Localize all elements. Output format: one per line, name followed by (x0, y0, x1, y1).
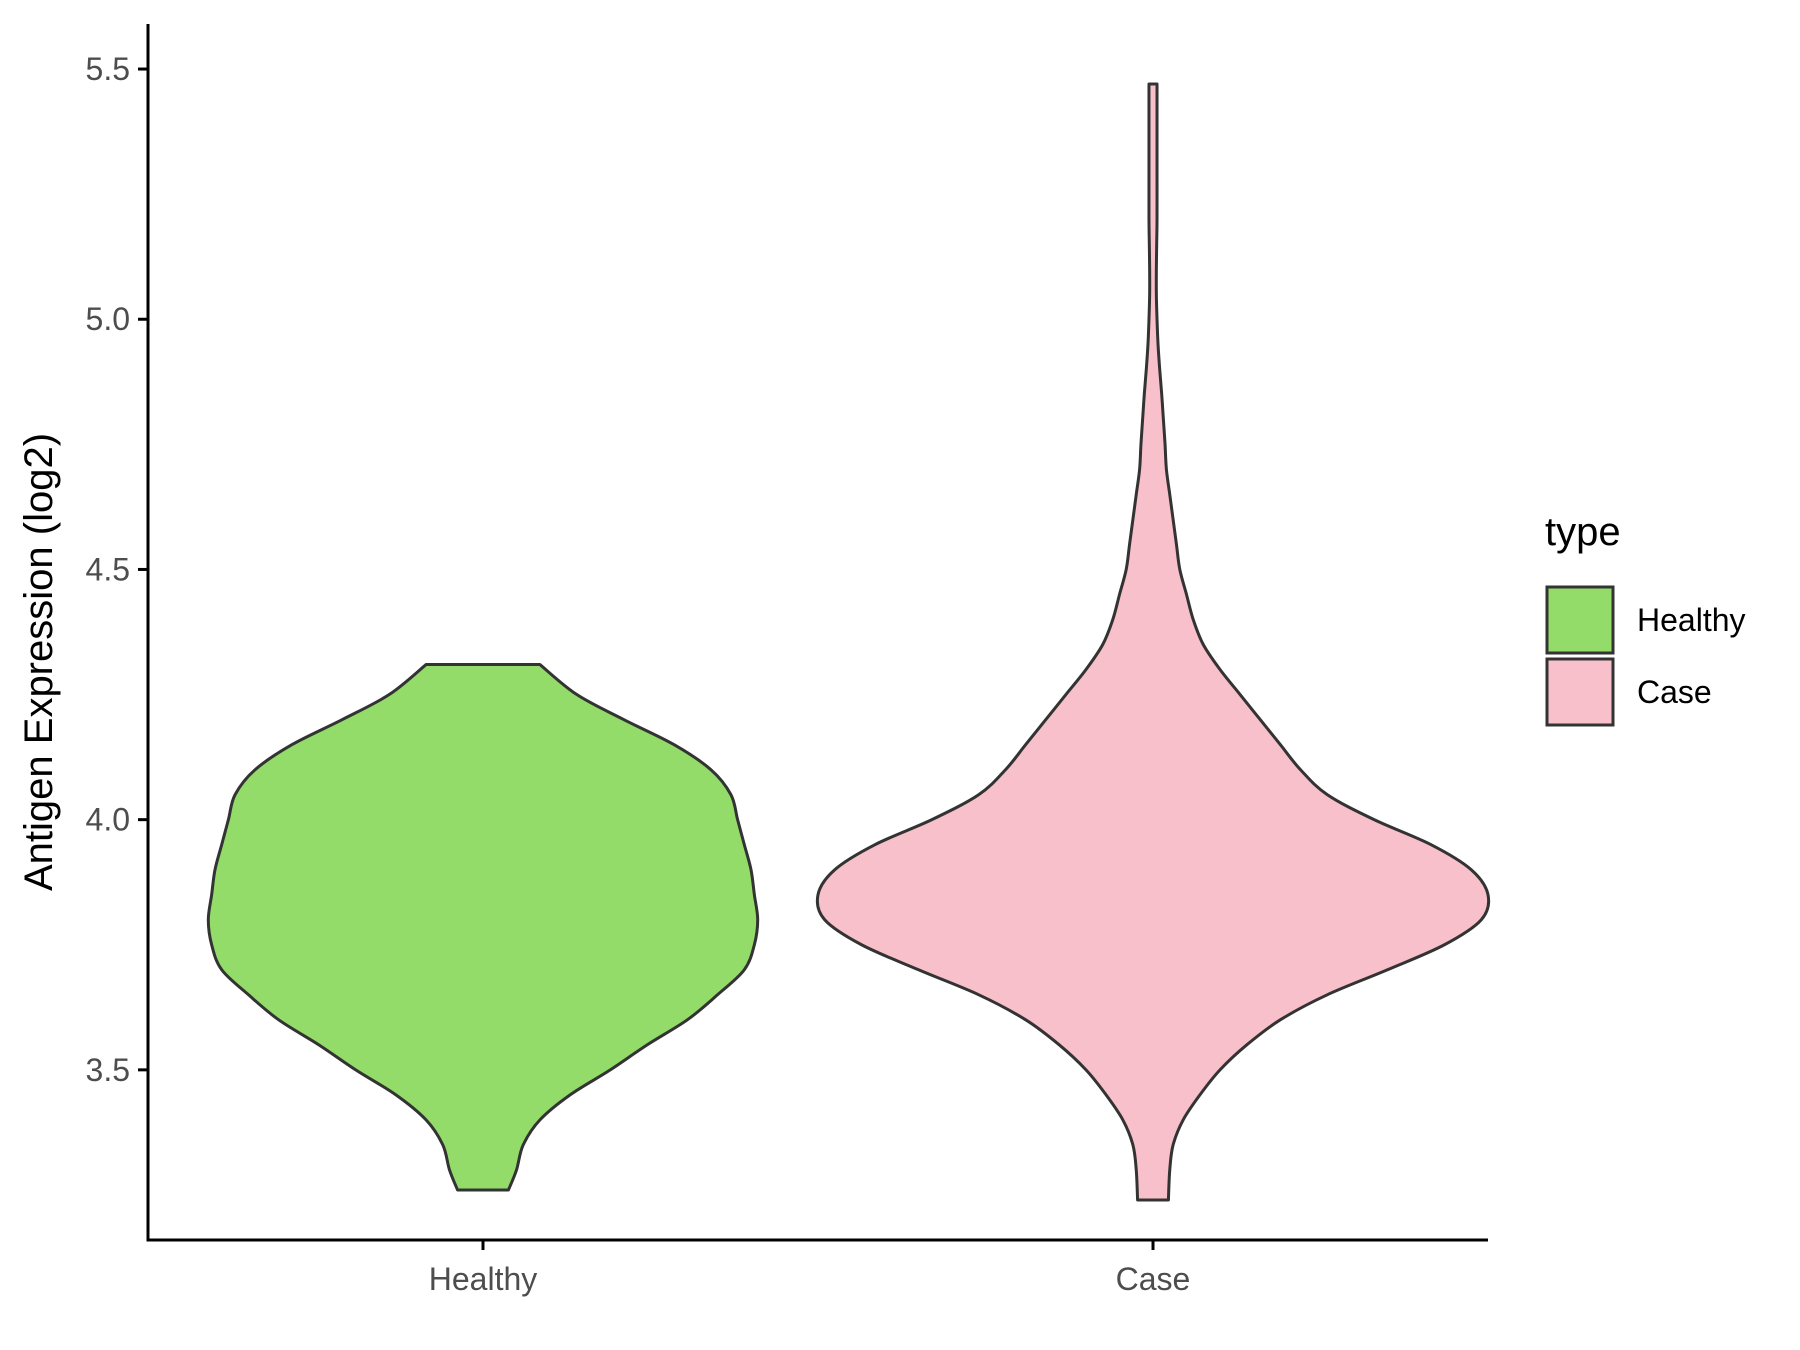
legend-key-healthy (1545, 585, 1615, 655)
y-tick-label: 5.5 (86, 51, 130, 87)
axes (146, 24, 1488, 1242)
plot-area (206, 82, 1491, 1202)
legend-title: type (1545, 510, 1621, 554)
x-tick-label: Healthy (429, 1261, 538, 1297)
x-axis-ticks: Healthy Case (429, 1240, 1191, 1297)
violin-healthy (206, 663, 760, 1192)
y-tick-label: 4.0 (86, 802, 130, 838)
legend-key-case (1545, 657, 1615, 727)
y-tick-label: 4.5 (86, 551, 130, 587)
y-tick-label: 5.0 (86, 301, 130, 337)
y-tick-label: 3.5 (86, 1052, 130, 1088)
legend-label-healthy: Healthy (1637, 602, 1746, 638)
violin-case (815, 82, 1491, 1202)
legend: type Healthy Case (1545, 510, 1746, 727)
legend-label-case: Case (1637, 674, 1712, 710)
y-axis-title: Antigen Expression (log2) (17, 433, 61, 891)
y-axis-ticks: 3.5 4.0 4.5 5.0 5.5 (86, 51, 148, 1088)
x-tick-label: Case (1116, 1261, 1191, 1297)
